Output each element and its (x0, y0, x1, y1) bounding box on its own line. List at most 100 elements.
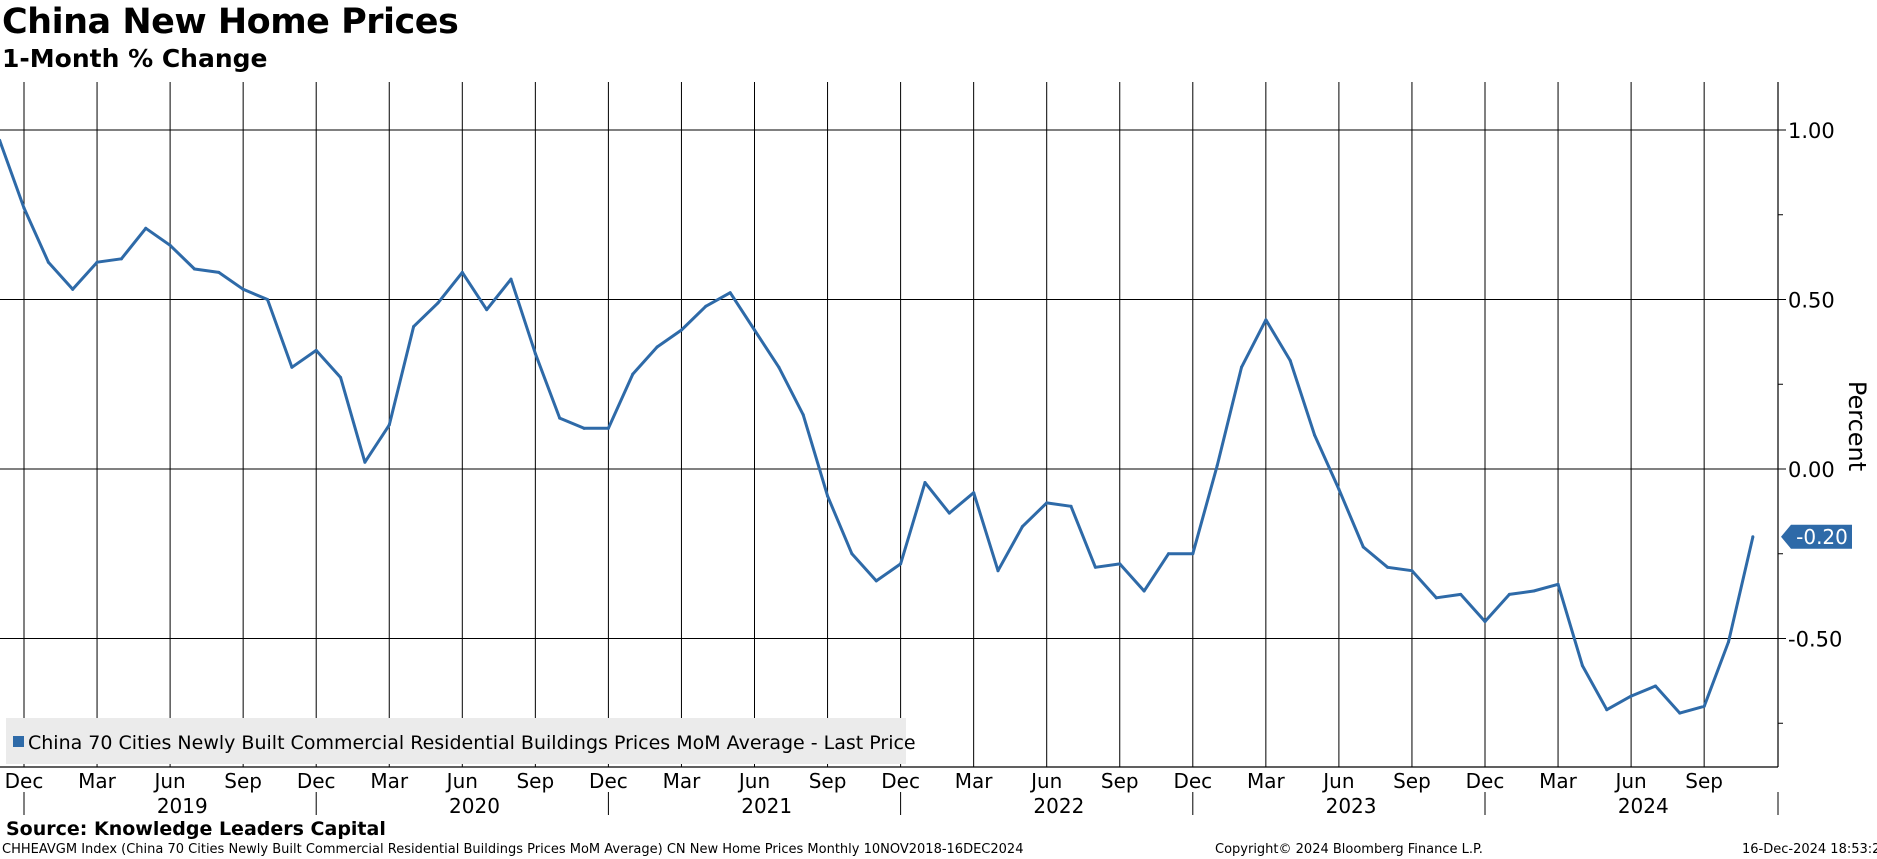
legend: China 70 Cities Newly Built Commercial R… (6, 718, 916, 764)
x-month-label: Mar (955, 769, 994, 793)
data-point (972, 491, 976, 495)
data-point (777, 365, 781, 369)
x-month-label: Sep (516, 769, 554, 793)
x-month-label: Dec (881, 769, 920, 793)
data-point (1093, 565, 1097, 569)
data-point (22, 206, 26, 210)
y-tick-label: 0.00 (1788, 458, 1835, 482)
data-point (533, 352, 537, 356)
last-value-label: -0.20 (1796, 525, 1848, 549)
data-point (436, 301, 440, 305)
x-month-label: Sep (224, 769, 262, 793)
data-point (266, 298, 269, 301)
legend-background (6, 718, 906, 764)
data-point (387, 423, 391, 427)
data-point (996, 569, 1000, 573)
x-month-label: Mar (78, 769, 117, 793)
data-point (71, 287, 75, 291)
data-point (1337, 487, 1341, 491)
data-point (290, 365, 294, 369)
data-point (679, 328, 683, 332)
data-point (95, 260, 99, 264)
x-year-label: 2024 (1618, 794, 1669, 818)
data-point (314, 348, 318, 352)
data-point (1459, 592, 1463, 596)
legend-swatch (13, 736, 24, 747)
data-point (728, 291, 732, 295)
data-point (1288, 359, 1292, 363)
chart-title: China New Home Prices (2, 2, 459, 42)
x-month-label: Sep (809, 769, 847, 793)
data-point (899, 562, 903, 566)
last-value-badge (1781, 524, 1852, 549)
data-point (485, 308, 489, 312)
x-year-label: 2023 (1326, 794, 1377, 818)
y-tick-label: 0.50 (1788, 289, 1835, 313)
chart-subtitle: 1-Month % Change (2, 44, 268, 73)
data-point (947, 511, 951, 515)
data-point (1045, 501, 1049, 505)
copyright-note: Copyright© 2024 Bloomberg Finance L.P. (1215, 842, 1483, 857)
data-point (1020, 525, 1024, 529)
legend-label: China 70 Cities Newly Built Commercial R… (28, 732, 916, 754)
x-month-label: Dec (1466, 769, 1505, 793)
x-year-label: 2020 (449, 794, 500, 818)
series-line (0, 139, 1755, 715)
data-point (1191, 552, 1195, 556)
data-point (874, 579, 878, 583)
data-point (217, 270, 221, 274)
data-point (1751, 535, 1755, 539)
data-point (1653, 684, 1657, 688)
x-month-label: Sep (1685, 769, 1723, 793)
data-point (1313, 433, 1317, 437)
data-point (119, 257, 123, 261)
last-value-tag: -0.20 (1781, 524, 1852, 549)
x-year-label: 2022 (1033, 794, 1084, 818)
x-month-label: Dec (5, 769, 44, 793)
data-point (850, 552, 854, 556)
x-month-label: Mar (663, 769, 702, 793)
data-point (46, 260, 50, 264)
data-point (1483, 620, 1487, 624)
x-month-label: Dec (589, 769, 628, 793)
data-point (1386, 565, 1390, 569)
x-month-label: Dec (297, 769, 336, 793)
data-point (923, 481, 927, 485)
data-point (1629, 694, 1633, 698)
data-point (168, 243, 172, 247)
data-point (1215, 464, 1219, 468)
timestamp: 16-Dec-2024 18:53:29 (1742, 842, 1877, 857)
x-year-label: 2021 (741, 794, 792, 818)
data-point (655, 345, 659, 349)
x-year-label: 2019 (157, 794, 208, 818)
x-month-label: Jun (1029, 769, 1062, 793)
data-point (1118, 562, 1122, 566)
y-tick-label: -0.50 (1788, 628, 1842, 652)
data-point (1434, 596, 1438, 600)
data-point (558, 416, 562, 420)
data-point (1410, 569, 1414, 573)
data-point (339, 375, 343, 379)
data-point (144, 226, 148, 230)
data-point (1507, 592, 1511, 596)
y-axis-title: Percent (1843, 381, 1871, 471)
data-point (1166, 552, 1170, 556)
index-description: CHHEAVGM Index (China 70 Cities Newly Bu… (2, 842, 1024, 857)
data-point (509, 277, 513, 281)
data-point (1727, 640, 1730, 644)
x-month-label: Mar (1539, 769, 1578, 793)
data-point (1605, 708, 1609, 712)
x-month-label: Jun (1321, 769, 1354, 793)
x-month-label: Jun (152, 769, 185, 793)
source-note: Source: Knowledge Leaders Capital (6, 818, 386, 840)
data-point (192, 267, 196, 271)
data-point (801, 413, 805, 417)
data-point (631, 372, 635, 376)
data-point (363, 460, 367, 464)
data-point (1580, 664, 1584, 668)
data-point (704, 304, 708, 308)
x-month-label: Sep (1101, 769, 1139, 793)
data-point (582, 426, 586, 430)
x-month-label: Jun (1613, 769, 1646, 793)
